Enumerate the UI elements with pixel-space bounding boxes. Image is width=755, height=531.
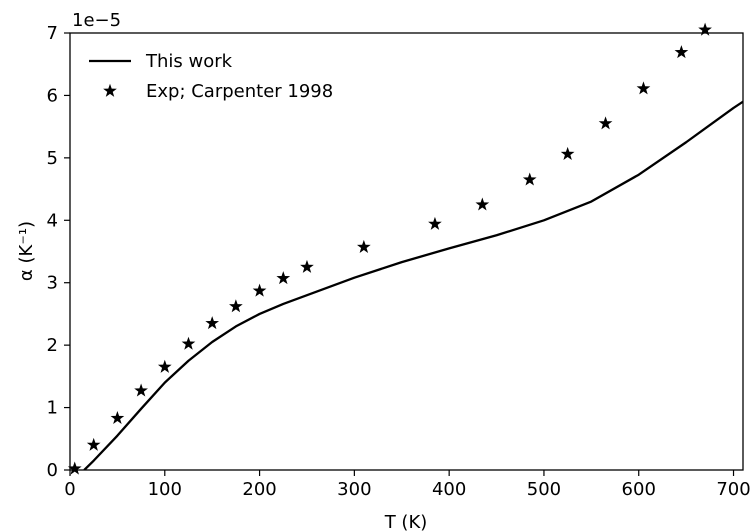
y-tick-label: 0 [47, 460, 58, 481]
series-line-this-work [83, 100, 743, 470]
data-point-exp [205, 316, 220, 330]
data-point-exp [475, 197, 490, 211]
data-point-exp [181, 336, 196, 350]
legend-label-this-work: This work [145, 51, 233, 72]
legend-label-exp: Exp; Carpenter 1998 [146, 81, 333, 102]
x-tick-label: 600 [622, 479, 656, 500]
data-point-exp [560, 146, 575, 160]
data-point-exp [300, 259, 314, 273]
legend-star-marker [103, 83, 117, 97]
data-point-exp [229, 299, 243, 313]
data-point-exp [357, 239, 371, 253]
data-point-exp [86, 437, 101, 451]
markers-layer [67, 22, 712, 475]
plot-frame [69, 32, 744, 471]
data-point-exp [598, 116, 613, 130]
data-point-exp [157, 359, 172, 373]
legend: This work Exp; Carpenter 1998 [89, 51, 333, 102]
data-point-exp [428, 216, 442, 230]
x-tick-label: 300 [337, 479, 371, 500]
y-tick-label: 2 [47, 335, 58, 356]
y-tick-label: 7 [47, 23, 58, 44]
x-axis-ticks: 0 100 200 300 400 500 600 700 [64, 470, 751, 500]
x-tick-label: 0 [64, 479, 75, 500]
data-point-exp [674, 45, 689, 59]
data-point-exp [67, 461, 82, 475]
x-tick-label: 700 [716, 479, 750, 500]
y-tick-label: 4 [47, 210, 58, 231]
y-tick-label: 6 [47, 85, 58, 106]
data-point-exp [134, 383, 148, 397]
y-offset-label: 1e−5 [72, 10, 121, 31]
data-point-exp [698, 22, 712, 36]
y-tick-label: 3 [47, 273, 58, 294]
x-tick-label: 500 [527, 479, 561, 500]
data-point-exp [276, 271, 291, 285]
x-tick-label: 100 [148, 479, 182, 500]
x-tick-label: 400 [432, 479, 466, 500]
x-tick-label: 200 [242, 479, 276, 500]
x-axis-label: T (K) [384, 512, 428, 531]
y-axis-ticks: 0 1 2 3 4 5 6 7 [47, 23, 70, 481]
y-tick-label: 5 [47, 148, 58, 169]
data-point-exp [636, 81, 651, 95]
legend-star-swatch [103, 83, 117, 97]
y-axis-label: α (K⁻¹) [16, 221, 37, 281]
series-layer [83, 100, 743, 470]
data-point-exp [110, 410, 125, 425]
y-tick-label: 1 [47, 398, 58, 419]
data-point-exp [522, 172, 537, 186]
data-point-exp [252, 283, 267, 297]
